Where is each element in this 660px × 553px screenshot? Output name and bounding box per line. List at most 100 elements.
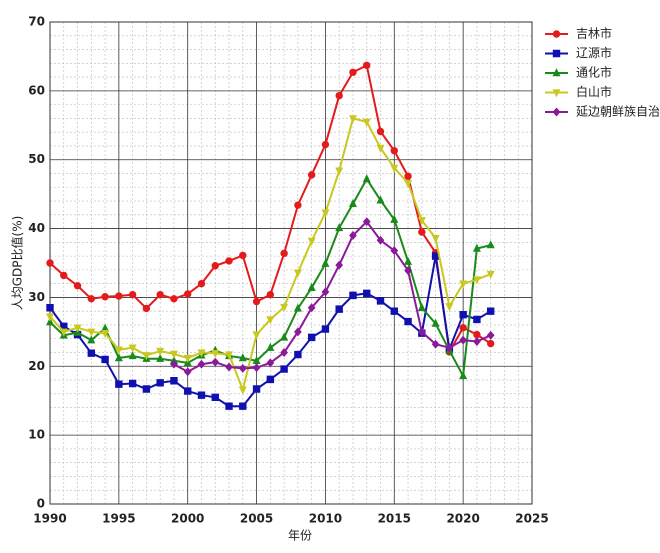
marker — [335, 260, 344, 270]
marker — [459, 280, 468, 289]
marker — [445, 303, 454, 312]
marker — [404, 172, 412, 180]
marker — [431, 235, 440, 244]
marker — [184, 387, 192, 395]
marker — [293, 269, 302, 278]
marker — [238, 386, 247, 395]
marker — [417, 327, 426, 337]
marker — [362, 174, 371, 183]
marker — [335, 223, 344, 232]
marker — [459, 324, 467, 332]
x-axis-label: 年份 — [288, 529, 312, 543]
marker — [169, 350, 178, 359]
y-tick-label: 70 — [28, 15, 45, 29]
marker — [362, 118, 371, 127]
marker — [46, 259, 54, 267]
marker — [225, 362, 233, 372]
marker — [390, 246, 399, 256]
marker — [552, 107, 561, 117]
marker — [552, 68, 561, 77]
y-tick-label: 30 — [28, 290, 45, 304]
y-tick-label: 50 — [28, 152, 45, 166]
marker — [225, 402, 233, 410]
y-tick-label: 60 — [28, 83, 45, 97]
marker — [418, 228, 426, 236]
y-axis-label: 人均GDP比值(%) — [10, 216, 25, 311]
legend-label: 吉林市 — [576, 26, 612, 41]
marker — [294, 201, 302, 209]
marker — [170, 295, 178, 303]
marker — [404, 266, 412, 276]
marker — [552, 49, 561, 58]
marker — [376, 297, 385, 305]
marker — [197, 349, 206, 358]
x-tick-label: 1990 — [33, 512, 66, 526]
marker — [156, 347, 165, 356]
marker — [183, 367, 192, 377]
marker — [128, 344, 137, 353]
marker — [376, 144, 385, 153]
marker — [321, 325, 330, 333]
marker — [321, 140, 330, 149]
marker — [211, 350, 220, 359]
marker — [252, 297, 261, 306]
legend-label: 通化市 — [576, 65, 612, 80]
marker — [348, 115, 357, 124]
marker — [252, 385, 261, 393]
marker — [404, 317, 412, 326]
marker — [363, 289, 371, 297]
marker — [307, 237, 316, 246]
marker — [197, 359, 206, 369]
marker — [473, 330, 481, 339]
marker — [46, 304, 54, 312]
marker — [390, 164, 399, 173]
marker — [321, 209, 330, 218]
marker — [307, 303, 316, 313]
marker — [101, 330, 110, 339]
marker — [73, 282, 82, 290]
marker — [73, 324, 82, 333]
marker — [486, 339, 495, 348]
legend-label: 辽源市 — [576, 45, 612, 60]
marker — [390, 307, 398, 315]
marker — [142, 352, 151, 361]
marker — [552, 30, 561, 38]
marker — [473, 337, 481, 346]
marker — [280, 249, 288, 258]
marker — [349, 68, 357, 76]
marker — [459, 310, 467, 319]
marker — [376, 195, 385, 204]
marker — [486, 270, 495, 279]
marker — [376, 127, 385, 136]
marker — [211, 262, 219, 270]
marker — [211, 393, 219, 401]
marker — [156, 353, 165, 362]
marker — [252, 363, 261, 373]
marker — [183, 354, 192, 363]
marker — [376, 235, 385, 245]
marker — [390, 214, 399, 223]
marker — [280, 303, 289, 312]
marker — [128, 379, 137, 388]
marker — [114, 346, 123, 355]
marker — [335, 305, 343, 313]
marker — [184, 290, 192, 298]
marker — [239, 402, 247, 410]
x-tick-label: 2005 — [240, 512, 273, 526]
marker — [362, 217, 371, 227]
marker — [87, 349, 96, 357]
marker — [45, 317, 55, 326]
marker — [238, 363, 247, 373]
marker — [87, 335, 96, 344]
marker — [293, 303, 302, 312]
marker — [294, 327, 302, 337]
marker — [170, 377, 178, 385]
marker — [60, 271, 68, 280]
y-tick-label: 40 — [28, 221, 45, 235]
marker — [459, 371, 468, 380]
marker — [59, 328, 68, 337]
marker — [280, 332, 289, 341]
marker — [335, 91, 343, 100]
marker — [404, 179, 413, 188]
marker — [197, 391, 206, 399]
